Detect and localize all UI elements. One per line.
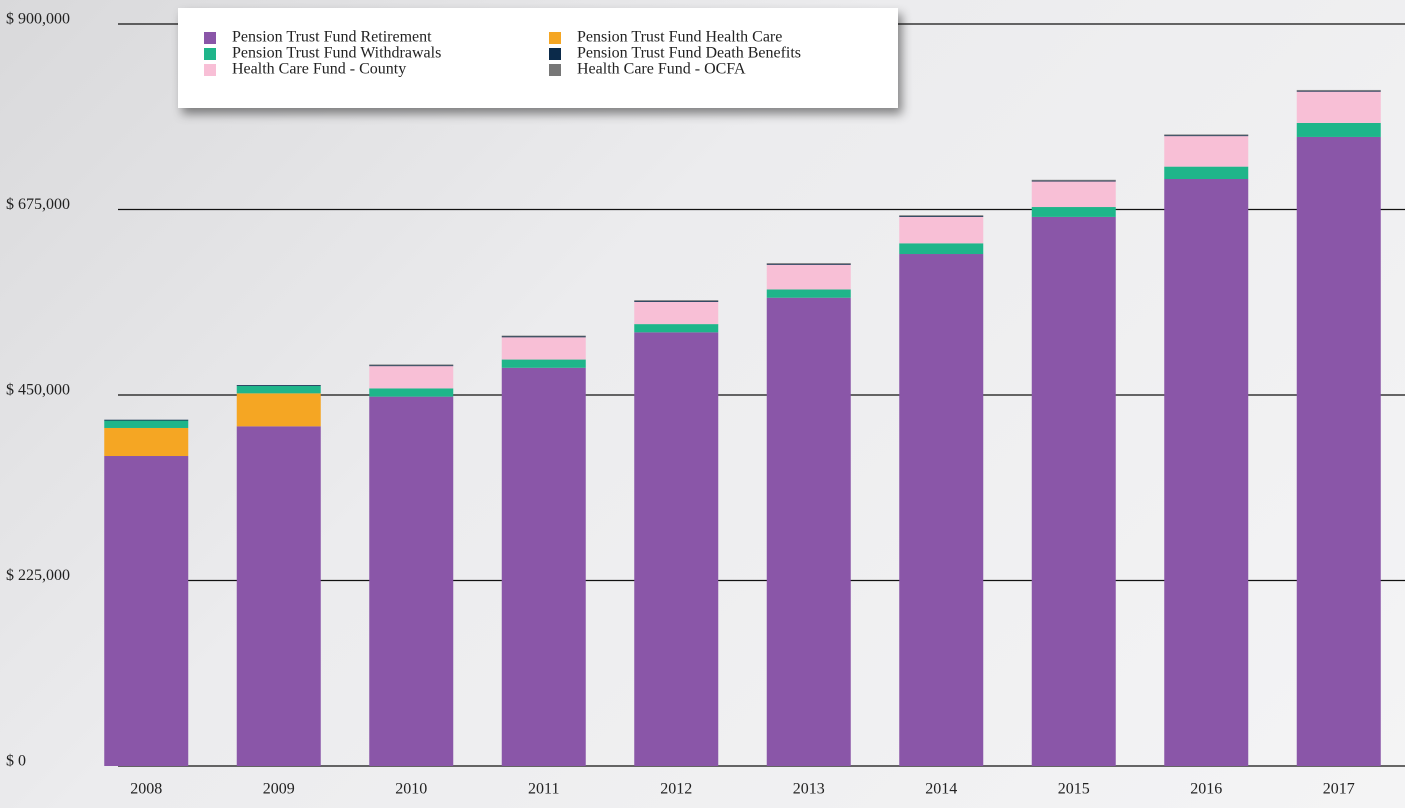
bar-segment bbox=[634, 301, 719, 302]
bar-segment bbox=[1164, 135, 1249, 137]
y-tick-label: $ 0 bbox=[6, 753, 26, 770]
bar-segment bbox=[899, 216, 984, 217]
bar-segment bbox=[501, 335, 586, 337]
legend-box bbox=[178, 8, 898, 108]
bar-segment bbox=[766, 264, 851, 290]
x-tick-label: 2009 bbox=[263, 781, 295, 798]
legend-swatch bbox=[204, 32, 216, 44]
bar-segment bbox=[369, 365, 454, 367]
bar-segment bbox=[1031, 207, 1116, 217]
bar-segment bbox=[369, 396, 454, 766]
x-tick-label: 2015 bbox=[1058, 781, 1090, 798]
y-tick-label: $ 225,000 bbox=[6, 567, 70, 584]
bar-segment bbox=[236, 393, 321, 427]
bar-segment bbox=[1031, 216, 1116, 767]
legend-swatch bbox=[204, 48, 216, 60]
x-tick-label: 2013 bbox=[793, 781, 825, 798]
bar-segment bbox=[1164, 178, 1249, 767]
x-tick-label: 2011 bbox=[528, 781, 559, 798]
x-tick-label: 2008 bbox=[130, 781, 162, 798]
bar-segment bbox=[899, 216, 984, 244]
y-tick-label: $ 450,000 bbox=[6, 382, 70, 399]
bar-segment bbox=[236, 426, 321, 766]
legend-label: Pension Trust Fund Retirement bbox=[232, 29, 432, 46]
bar-segment bbox=[1164, 166, 1249, 179]
legend-swatch bbox=[549, 64, 561, 76]
legend-label: Pension Trust Fund Death Benefits bbox=[577, 45, 801, 62]
bar-segment bbox=[899, 243, 984, 255]
bar-segment bbox=[501, 336, 586, 338]
bar-segment bbox=[501, 359, 586, 368]
bar-segment bbox=[634, 332, 719, 766]
bar-segment bbox=[634, 324, 719, 333]
bar-segment bbox=[369, 366, 454, 389]
bar-segment bbox=[104, 420, 189, 428]
bar-segment bbox=[1296, 89, 1381, 91]
bar-segment bbox=[1031, 179, 1116, 181]
legend-label: Pension Trust Fund Withdrawals bbox=[232, 45, 441, 62]
bar-segment bbox=[766, 297, 851, 766]
legend-label: Health Care Fund - County bbox=[232, 61, 406, 78]
bar-segment bbox=[501, 367, 586, 766]
legend-label: Health Care Fund - OCFA bbox=[577, 61, 746, 78]
x-tick-label: 2012 bbox=[660, 781, 692, 798]
bar-segment bbox=[1164, 134, 1249, 136]
bar-segment bbox=[766, 263, 851, 265]
x-tick-label: 2016 bbox=[1190, 781, 1222, 798]
bar-segment bbox=[766, 263, 851, 264]
bar-segment bbox=[104, 456, 189, 766]
bar-segment bbox=[1296, 122, 1381, 137]
bar-segment bbox=[501, 337, 586, 360]
legend-label: Pension Trust Fund Health Care bbox=[577, 29, 782, 46]
bar-segment bbox=[634, 300, 719, 302]
x-tick-label: 2010 bbox=[395, 781, 427, 798]
bar-segment bbox=[236, 385, 321, 394]
bar-segment bbox=[899, 215, 984, 217]
bar-segment bbox=[104, 427, 189, 457]
bar-segment bbox=[104, 419, 189, 421]
bar-segment bbox=[1296, 90, 1381, 92]
bar-segment bbox=[1031, 181, 1116, 208]
x-tick-label: 2014 bbox=[925, 781, 957, 798]
x-tick-label: 2017 bbox=[1323, 781, 1355, 798]
bar-segment bbox=[766, 289, 851, 298]
bar-segment bbox=[634, 301, 719, 325]
bar-segment bbox=[369, 364, 454, 366]
y-tick-label: $ 900,000 bbox=[6, 11, 70, 28]
legend-swatch bbox=[549, 48, 561, 60]
bar-segment bbox=[369, 388, 454, 397]
bar-segment bbox=[1164, 136, 1249, 167]
bar-segment bbox=[899, 254, 984, 766]
y-tick-label: $ 675,000 bbox=[6, 196, 70, 213]
bar-segment bbox=[1031, 180, 1116, 182]
bar-segment bbox=[1296, 91, 1381, 123]
bar-segment bbox=[1296, 136, 1381, 767]
legend-swatch bbox=[549, 32, 561, 44]
legend-swatch bbox=[204, 64, 216, 76]
bar-segment bbox=[236, 385, 321, 386]
